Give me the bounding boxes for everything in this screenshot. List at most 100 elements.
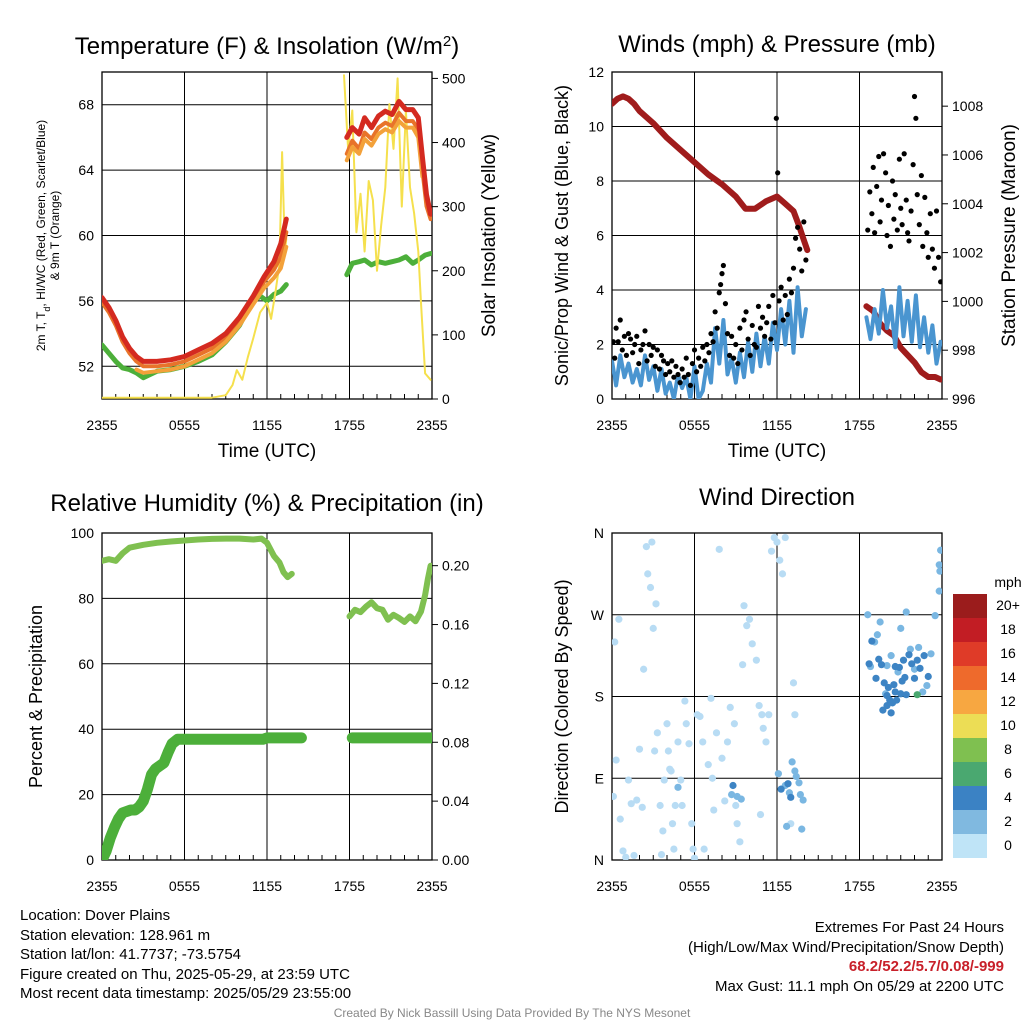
humidity-panel: Relative Humidity (%) & Precipitation (i… — [26, 490, 484, 894]
direction-point — [890, 681, 898, 689]
y-tick-label: 80 — [78, 590, 94, 606]
wind_direction-panel: Wind Direction 2355 0555 1155 1755 2355 N E S W N D… — [552, 484, 1022, 894]
direction-point — [923, 682, 931, 690]
gust-point — [718, 281, 724, 288]
x-tick-label: 0555 — [679, 417, 710, 433]
gust-point — [776, 298, 782, 304]
gust-point — [704, 341, 710, 348]
y-tick-label: S — [595, 689, 604, 705]
extremes-title: Extremes For Past 24 Hours — [814, 919, 1004, 936]
gust-point — [896, 156, 902, 162]
direction-point — [718, 754, 726, 762]
direction-point — [616, 815, 624, 823]
gust-point — [792, 235, 799, 241]
gust-point — [877, 219, 883, 225]
gust-point — [772, 320, 778, 326]
y-tick-label: 100 — [71, 525, 95, 541]
gust-point — [803, 257, 809, 263]
direction-point — [723, 738, 732, 746]
gust-point — [636, 360, 642, 367]
gust-point — [891, 216, 897, 222]
y2-tick-label: 0.16 — [442, 617, 469, 633]
direction-point — [690, 854, 699, 860]
x-tick-label: 1155 — [762, 417, 792, 433]
direction-point — [657, 850, 666, 859]
gust-point — [648, 352, 654, 358]
direction-point — [798, 825, 806, 833]
gust-point — [722, 301, 729, 307]
x-tick-label: 2355 — [926, 878, 957, 894]
max-gust-text: Max Gust: 11.1 mph On 05/29 at 2200 UTC — [714, 977, 1004, 995]
x-tick-label: 2355 — [596, 878, 627, 894]
x-axis-label: Time (UTC) — [218, 441, 317, 462]
gust-point — [892, 192, 898, 198]
rh-line — [102, 535, 295, 581]
direction-point — [700, 845, 708, 853]
direction-point — [765, 711, 773, 719]
x-tick-label: 0555 — [169, 878, 200, 894]
gust-point — [745, 336, 751, 342]
gust-point — [920, 243, 926, 249]
gust-point — [625, 331, 632, 337]
gust-point — [630, 350, 636, 356]
x-tick-label: 2355 — [926, 417, 957, 433]
extremes-values: 68.2/52.2/5.7/0.08/-999 — [848, 958, 1004, 975]
y-tick-label: 52 — [78, 358, 94, 374]
wind-line — [864, 285, 942, 366]
gust-point — [876, 153, 882, 160]
solar-line — [102, 151, 288, 399]
y-tick-label: 2 — [596, 337, 604, 353]
gust-point — [654, 347, 660, 353]
y-tick-label: 8 — [596, 173, 604, 189]
y-axis-label: Percent & Precipitation — [26, 605, 46, 788]
direction-point — [910, 674, 919, 682]
direction-point — [776, 556, 784, 564]
gust-point — [925, 254, 931, 260]
gust-point — [689, 360, 696, 367]
direction-point — [895, 663, 903, 672]
gust-point — [716, 290, 722, 296]
gust-point — [696, 355, 702, 361]
y2-tick-label: 1008 — [952, 98, 983, 114]
gust-point — [933, 208, 940, 214]
x-tick-label: 1755 — [334, 878, 365, 894]
direction-point — [795, 779, 803, 787]
direction-point — [924, 672, 932, 681]
direction-point — [773, 538, 781, 546]
wind_direction-plot-area — [612, 533, 942, 860]
gust-point — [931, 265, 938, 271]
direction-point — [875, 655, 883, 663]
direction-point — [708, 774, 716, 782]
direction-point — [649, 624, 657, 632]
gust-point — [788, 290, 795, 296]
direction-point — [902, 691, 910, 699]
gust-point — [935, 254, 942, 260]
gust-point — [870, 164, 876, 170]
gust-point — [764, 320, 770, 326]
direction-point — [792, 772, 800, 781]
winds-panel: Winds (mph) & Pressure (mb) 2355 0555 1155 1… — [552, 31, 1020, 462]
humidity-plot-area — [102, 535, 432, 860]
location-text: Location: Dover Plains — [20, 907, 171, 924]
direction-point — [682, 720, 690, 728]
y2-axis-label: Station Pressure (Maroon) — [999, 124, 1020, 347]
direction-point — [887, 652, 895, 660]
x-tick-label: 1755 — [844, 417, 875, 433]
y-tick-label: N — [594, 525, 604, 541]
direction-point — [905, 651, 913, 659]
2m-t-line — [102, 216, 289, 364]
gust-point — [749, 322, 755, 329]
direction-point — [726, 703, 734, 712]
gust-point — [770, 292, 776, 299]
gust-point — [675, 371, 681, 378]
temperature-plot-area — [102, 74, 432, 399]
direction-point — [648, 538, 656, 546]
y2-tick-label: 0.12 — [442, 675, 469, 691]
gust-point — [714, 325, 720, 331]
created-text: Figure created on Thu, 2025-05-29, at 23… — [20, 965, 350, 983]
x-tick-label: 1755 — [844, 878, 875, 894]
y-tick-label: 64 — [78, 162, 94, 178]
gust-point — [801, 219, 807, 225]
direction-point — [767, 547, 776, 555]
gust-point — [724, 331, 731, 337]
